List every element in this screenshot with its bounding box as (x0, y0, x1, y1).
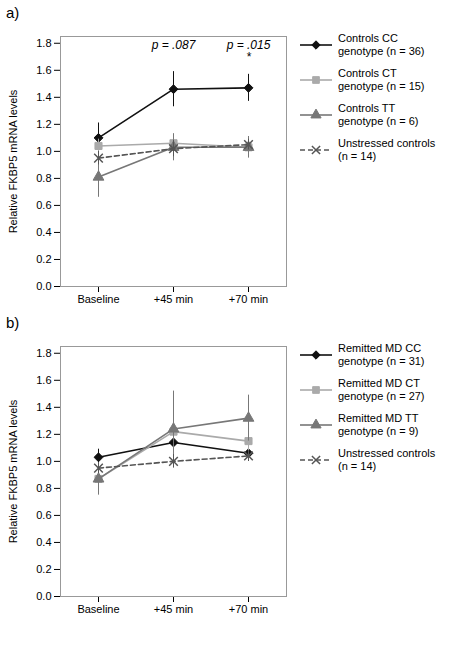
svg-text:Relative FKBP5 mRNA levels: Relative FKBP5 mRNA levels (7, 399, 19, 543)
svg-text:1.2: 1.2 (36, 428, 51, 440)
svg-text:0.0: 0.0 (36, 590, 51, 602)
html-text:Controls TT genotype (n = 6): Controls TT genotype (n = 6) (338, 102, 419, 127)
svg-text:0.2: 0.2 (36, 563, 51, 575)
svg-text:0.6: 0.6 (36, 509, 51, 521)
html-text:Unstressed controls (n = 14): Unstressed controls (n = 14) (338, 447, 436, 472)
svg-text:1.4: 1.4 (36, 91, 51, 103)
html-text:Unstressed controls (n = 14): Unstressed controls (n = 14) (338, 137, 436, 162)
html-text:a): a) (6, 4, 20, 21)
svg-text:0.6: 0.6 (36, 199, 51, 211)
svg-text:0.2: 0.2 (36, 253, 51, 265)
html-text:Controls CC genotype (n = 36): Controls CC genotype (n = 36) (338, 32, 425, 57)
svg-text:*: * (246, 50, 251, 64)
svg-text:+70 min: +70 min (229, 603, 268, 615)
svg-text:1.8: 1.8 (36, 37, 51, 49)
html-text:Remitted MD CC genotype (n = 3: Remitted MD CC genotype (n = 31) (338, 342, 425, 367)
svg-text:0.8: 0.8 (36, 172, 51, 184)
svg-text:Baseline: Baseline (77, 293, 119, 305)
svg-text:p = .087: p = .087 (151, 38, 197, 52)
html-text:b): b) (6, 314, 20, 331)
svg-text:1.6: 1.6 (36, 64, 51, 76)
svg-text:+70 min: +70 min (229, 293, 268, 305)
svg-text:1.6: 1.6 (36, 374, 51, 386)
svg-text:0.8: 0.8 (36, 482, 51, 494)
svg-text:+45 min: +45 min (154, 603, 193, 615)
html-text:Remitted MD CT genotype (n = 2: Remitted MD CT genotype (n = 27) (338, 377, 425, 402)
svg-text:0.4: 0.4 (36, 226, 51, 238)
svg-text:0.4: 0.4 (36, 536, 51, 548)
svg-text:+45 min: +45 min (154, 293, 193, 305)
svg-text:1.0: 1.0 (36, 145, 51, 157)
svg-text:0.0: 0.0 (36, 280, 51, 292)
html-text:Remitted MD TT genotype (n = 9: Remitted MD TT genotype (n = 9) (338, 412, 419, 437)
svg-text:p = .015: p = .015 (226, 37, 271, 52)
svg-text:1.8: 1.8 (36, 347, 51, 359)
svg-text:Baseline: Baseline (77, 603, 119, 615)
svg-text:Relative FKBP5 mRNA levels: Relative FKBP5 mRNA levels (7, 89, 19, 233)
svg-text:1.2: 1.2 (36, 118, 51, 130)
html-text:Controls CT genotype (n = 15): Controls CT genotype (n = 15) (338, 67, 425, 92)
svg-text:1.4: 1.4 (36, 401, 51, 413)
svg-text:1.0: 1.0 (36, 455, 51, 467)
